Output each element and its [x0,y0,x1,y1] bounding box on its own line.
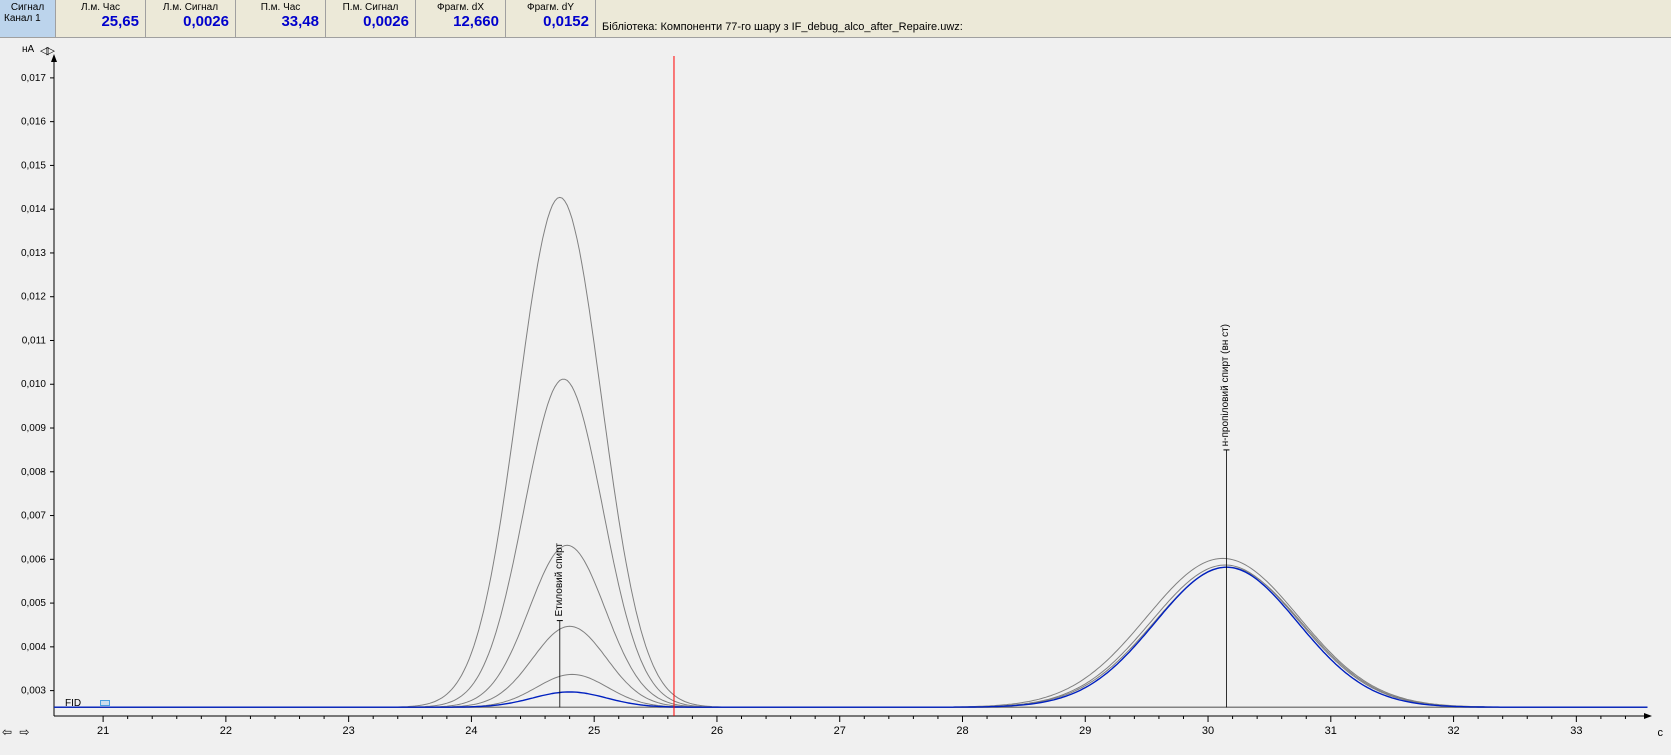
svg-text:0,013: 0,013 [21,248,46,259]
x-axis-unit: с [1658,727,1664,739]
svg-text:23: 23 [343,725,355,737]
svg-text:27: 27 [834,725,846,737]
signal-cell[interactable]: Сигнал Канал 1 [0,0,56,37]
library-path: Бібліотека: Компоненти 77-го шару з IF_d… [596,0,1671,37]
col-frag-dy: Фрагм. dY 0,0152 [506,0,596,37]
svg-text:0,016: 0,016 [21,117,46,128]
peak-label: н-пропіловий спирт (вн ст) [1220,324,1231,446]
col-lm-time: Л.м. Час 25,65 [56,0,146,37]
svg-text:0,005: 0,005 [21,598,46,609]
svg-text:32: 32 [1447,725,1459,737]
cursor-handle-icon[interactable]: ◁▷ [40,44,53,57]
svg-text:0,008: 0,008 [21,467,46,478]
svg-text:0,007: 0,007 [21,511,46,522]
col-header: Фрагм. dX [416,0,505,13]
col-value: 25,65 [56,13,145,32]
peak-label: Етиловий спирт [554,543,565,617]
pan-arrows-icon[interactable]: ⇦ ⇨ [2,725,31,739]
svg-text:0,015: 0,015 [21,160,46,171]
channel-label: Канал 1 [0,13,55,26]
plot-svg[interactable]: 0,003 0,004 0,005 0,006 0,007 0,008 0,009 0,010… [0,38,1671,755]
col-pm-time: П.м. Час 33,48 [236,0,326,37]
detector-marker[interactable] [100,700,110,706]
col-header: Л.м. Сигнал [146,0,235,13]
svg-text:0,003: 0,003 [21,686,46,697]
svg-text:21: 21 [97,725,109,737]
svg-text:26: 26 [711,725,723,737]
col-value: 33,48 [236,13,325,32]
svg-text:0,017: 0,017 [21,73,46,84]
svg-text:0,004: 0,004 [21,642,46,653]
col-value: 0,0026 [146,13,235,32]
col-value: 12,660 [416,13,505,32]
col-frag-dx: Фрагм. dX 12,660 [416,0,506,37]
signal-header: Сигнал [0,0,55,13]
col-header: П.м. Сигнал [326,0,415,13]
svg-text:0,014: 0,014 [21,204,46,215]
col-value: 0,0152 [506,13,595,32]
col-value: 0,0026 [326,13,415,32]
info-toolbar: Сигнал Канал 1 Л.м. Час 25,65 Л.м. Сигна… [0,0,1671,38]
col-pm-signal: П.м. Сигнал 0,0026 [326,0,416,37]
svg-text:25: 25 [588,725,600,737]
col-header: Фрагм. dY [506,0,595,13]
col-header: Л.м. Час [56,0,145,13]
svg-text:28: 28 [956,725,968,737]
col-lm-signal: Л.м. Сигнал 0,0026 [146,0,236,37]
y-axis-unit: нА [22,44,34,55]
col-header: П.м. Час [236,0,325,13]
svg-text:30: 30 [1202,725,1214,737]
detector-label: FID [65,698,81,709]
chromatogram-plot[interactable]: 0,003 0,004 0,005 0,006 0,007 0,008 0,009 0,010… [0,38,1671,755]
svg-text:22: 22 [220,725,232,737]
svg-text:0,010: 0,010 [21,379,46,390]
svg-text:29: 29 [1079,725,1091,737]
svg-text:31: 31 [1325,725,1337,737]
svg-text:24: 24 [465,725,477,737]
svg-text:0,012: 0,012 [21,292,46,303]
svg-text:0,009: 0,009 [21,423,46,434]
svg-text:0,006: 0,006 [21,554,46,565]
svg-text:33: 33 [1570,725,1582,737]
svg-text:0,011: 0,011 [22,335,47,346]
